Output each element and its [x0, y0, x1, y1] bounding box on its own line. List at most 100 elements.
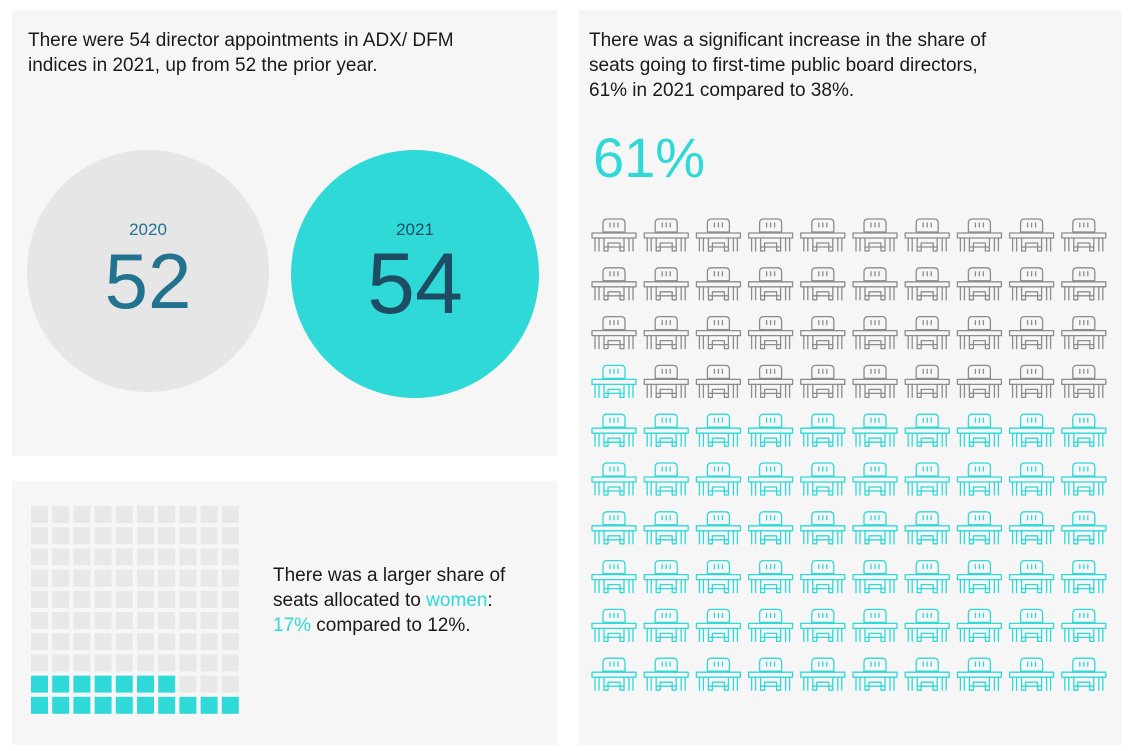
- desk-chair-icon-highlighted: [904, 559, 950, 594]
- desk-chair-icon-highlighted: [643, 657, 689, 691]
- desk-chair-icon-highlighted: [956, 462, 1003, 496]
- waffle-cell-empty: [52, 654, 70, 672]
- appointments-text: There were 54 director appointments in A…: [28, 30, 454, 76]
- desk-chair-icon-highlighted: [643, 608, 689, 643]
- waffle-cell-empty: [179, 527, 197, 545]
- waffle-cell-filled: [179, 696, 197, 714]
- circle-2020: 2020 52: [27, 150, 269, 392]
- waffle-cell-empty: [179, 633, 197, 651]
- first-time-big-value: 61%: [593, 126, 706, 189]
- waffle-cell-empty: [115, 590, 133, 608]
- waffle-cell-empty: [137, 527, 154, 545]
- desk-chair-icon-highlighted: [800, 559, 846, 594]
- women-waffle-chart: [31, 506, 239, 714]
- waffle-cell-empty: [179, 654, 197, 672]
- desk-chair-icon-highlighted: [591, 559, 637, 594]
- desk-chair-icon-highlighted: [695, 608, 742, 643]
- waffle-cell-empty: [137, 633, 154, 651]
- desk-chair-icon-highlighted: [747, 657, 794, 691]
- circle-2021: 2021 54: [291, 150, 539, 398]
- circle-value-2021: 54: [367, 236, 463, 332]
- waffle-cell-empty: [115, 654, 133, 672]
- desk-chair-icon-highlighted: [695, 462, 742, 496]
- waffle-cell-empty: [158, 633, 176, 651]
- desk-chair-icon-highlighted: [1008, 608, 1055, 643]
- waffle-cell-empty: [200, 527, 218, 545]
- waffle-cell-empty: [115, 506, 133, 523]
- desk-chair-icon-highlighted: [747, 462, 794, 496]
- waffle-cell-empty: [73, 506, 91, 523]
- waffle-cell-filled: [158, 675, 176, 693]
- waffle-cell-filled: [200, 696, 218, 714]
- waffle-cell-empty: [31, 506, 48, 523]
- desk-chair-icon: [904, 218, 950, 252]
- desk-chair-icon-highlighted: [800, 511, 846, 545]
- desk-chair-icon: [956, 218, 1003, 252]
- waffle-cell-empty: [200, 548, 218, 566]
- waffle-cell-filled: [52, 696, 70, 714]
- desk-chair-icon-highlighted: [1061, 511, 1107, 545]
- desk-chair-icon: [695, 218, 742, 252]
- waffle-cell-filled: [94, 696, 112, 714]
- waffle-cell-empty: [73, 633, 91, 651]
- circle-year-2021: 2021: [396, 220, 434, 239]
- desk-chair-icon: [852, 315, 898, 350]
- desk-chair-icon: [591, 315, 637, 350]
- waffle-cell-filled: [73, 675, 91, 693]
- desk-chair-icon: [1061, 267, 1107, 301]
- first-time-panel: There was a significant increase in the …: [579, 10, 1122, 745]
- desk-chair-icon-highlighted: [747, 413, 794, 447]
- desk-chair-icon-highlighted: [852, 608, 898, 643]
- waffle-cell-empty: [221, 675, 239, 693]
- waffle-cell-empty: [200, 654, 218, 672]
- waffle-cell-filled: [52, 675, 70, 693]
- waffle-cell-empty: [94, 506, 112, 523]
- desk-chair-icon-highlighted: [591, 657, 637, 691]
- waffle-cell-empty: [52, 633, 70, 651]
- waffle-cell-empty: [179, 612, 197, 629]
- desk-chair-icon-highlighted: [591, 511, 637, 545]
- desk-chair-icon-highlighted: [1061, 413, 1107, 447]
- desk-chair-icon: [747, 364, 794, 399]
- circle-year-2020: 2020: [129, 220, 167, 239]
- desk-chair-icon-highlighted: [1061, 559, 1107, 594]
- waffle-cell-empty: [179, 569, 197, 587]
- waffle-cell-empty: [73, 548, 91, 566]
- waffle-cell-empty: [158, 612, 176, 629]
- women-text-colon: :: [487, 590, 493, 611]
- desk-chair-icon-highlighted: [643, 413, 689, 447]
- waffle-cell-empty: [137, 548, 154, 566]
- waffle-cell-empty: [137, 654, 154, 672]
- desk-chair-icon-highlighted: [852, 511, 898, 545]
- waffle-cell-empty: [158, 548, 176, 566]
- desk-chair-icon: [643, 315, 689, 350]
- desk-chair-icon-highlighted: [852, 559, 898, 594]
- desk-chair-icon-highlighted: [956, 511, 1003, 545]
- desk-chair-icon-highlighted: [956, 608, 1003, 643]
- waffle-cell-filled: [31, 696, 48, 714]
- chair-pictogram-chart: [591, 218, 1107, 691]
- desk-chair-icon: [643, 364, 689, 399]
- waffle-cell-empty: [52, 506, 70, 523]
- women-text-start: There was a larger share of seats alloca…: [273, 565, 506, 611]
- waffle-cell-empty: [52, 590, 70, 608]
- waffle-cell-empty: [137, 590, 154, 608]
- appointments-panel: There were 54 director appointments in A…: [12, 10, 557, 456]
- waffle-cell-empty: [73, 527, 91, 545]
- waffle-cell-empty: [200, 590, 218, 608]
- waffle-cell-empty: [158, 590, 176, 608]
- women-panel: There was a larger share of seats alloca…: [12, 481, 557, 745]
- waffle-cell-empty: [31, 612, 48, 629]
- desk-chair-icon: [591, 218, 637, 252]
- waffle-cell-empty: [52, 527, 70, 545]
- desk-chair-icon: [852, 218, 898, 252]
- waffle-cell-empty: [94, 654, 112, 672]
- desk-chair-icon-highlighted: [747, 511, 794, 545]
- desk-chair-icon-highlighted: [747, 559, 794, 594]
- desk-chair-icon: [904, 364, 950, 399]
- waffle-cell-empty: [94, 527, 112, 545]
- waffle-cell-empty: [94, 569, 112, 587]
- desk-chair-icon: [643, 218, 689, 252]
- desk-chair-icon: [800, 218, 846, 252]
- women-highlight-pct: 17%: [273, 615, 312, 636]
